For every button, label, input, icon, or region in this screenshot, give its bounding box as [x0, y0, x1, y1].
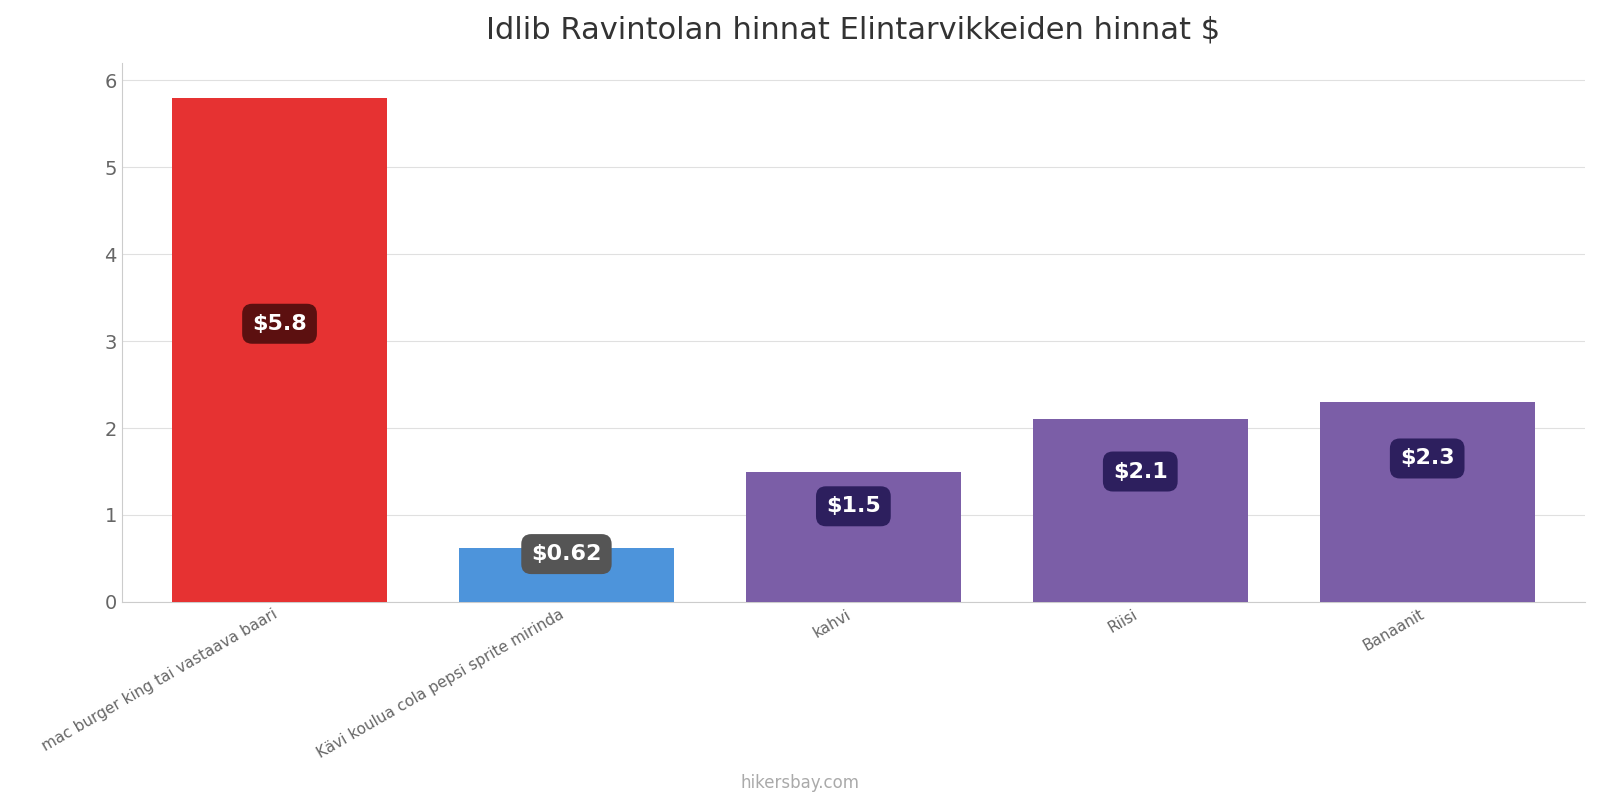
Text: $2.3: $2.3 [1400, 449, 1454, 469]
Title: Idlib Ravintolan hinnat Elintarvikkeiden hinnat $: Idlib Ravintolan hinnat Elintarvikkeiden… [486, 15, 1221, 44]
Text: $5.8: $5.8 [253, 314, 307, 334]
Bar [459, 548, 674, 602]
Bar [1032, 419, 1248, 602]
Bar [1320, 402, 1534, 602]
Text: $2.1: $2.1 [1114, 462, 1168, 482]
Text: $0.62: $0.62 [531, 544, 602, 564]
Text: $1.5: $1.5 [826, 496, 880, 516]
Bar [746, 471, 962, 602]
Bar [171, 98, 387, 602]
Text: hikersbay.com: hikersbay.com [741, 774, 859, 792]
